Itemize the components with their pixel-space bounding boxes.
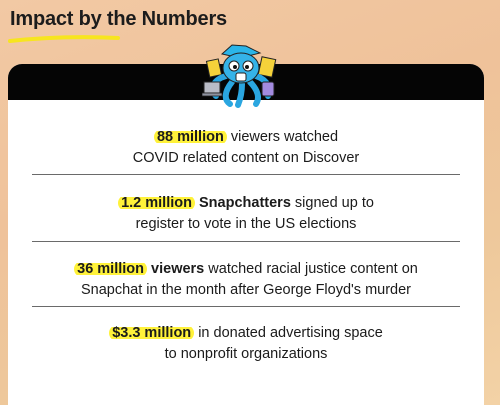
- divider: [32, 241, 460, 242]
- stat-line-1: 36 million viewers watched racial justic…: [8, 259, 484, 280]
- divider: [32, 306, 460, 307]
- stat-line-1: 88 million viewers watched: [8, 127, 484, 148]
- stat-highlight: $3.3 million: [109, 325, 195, 341]
- stat-highlight: 88 million: [153, 129, 227, 145]
- stat-line-2: register to vote in the US elections: [135, 216, 357, 232]
- stat-line-1: 1.2 million Snapchatters signed up to: [8, 193, 484, 214]
- divider: [32, 174, 460, 175]
- stat-highlight: 36 million: [74, 261, 148, 277]
- octopus-mascot-icon: [202, 44, 277, 108]
- stat-line-2: COVID related content on Discover: [132, 150, 360, 166]
- page-title: Impact by the Numbers: [10, 8, 227, 30]
- stat-text: watched racial justice content on: [204, 261, 418, 277]
- stat-highlight: 1.2 million: [118, 195, 195, 211]
- stat-text: in donated advertising space: [194, 325, 383, 341]
- stat-item-3: 36 million viewers watched racial justic…: [8, 259, 484, 301]
- stat-item-2: 1.2 million Snapchatters signed up to re…: [8, 193, 484, 235]
- stat-line-2: to nonprofit organizations: [164, 346, 328, 362]
- stat-item-4: $3.3 million in donated advertising spac…: [8, 323, 484, 365]
- stat-bold-text: Snapchatters: [194, 195, 291, 211]
- stat-bold-text: viewers: [147, 261, 205, 277]
- stat-text: viewers watched: [226, 129, 339, 145]
- stat-text: signed up to: [290, 195, 374, 211]
- impact-card: 88 million viewers watched COVID related…: [8, 64, 484, 405]
- stat-line-2: Snapchat in the month after George Floyd…: [81, 282, 411, 298]
- stat-item-1: 88 million viewers watched COVID related…: [8, 127, 484, 169]
- stat-line-1: $3.3 million in donated advertising spac…: [8, 323, 484, 344]
- title-underline: [8, 35, 120, 43]
